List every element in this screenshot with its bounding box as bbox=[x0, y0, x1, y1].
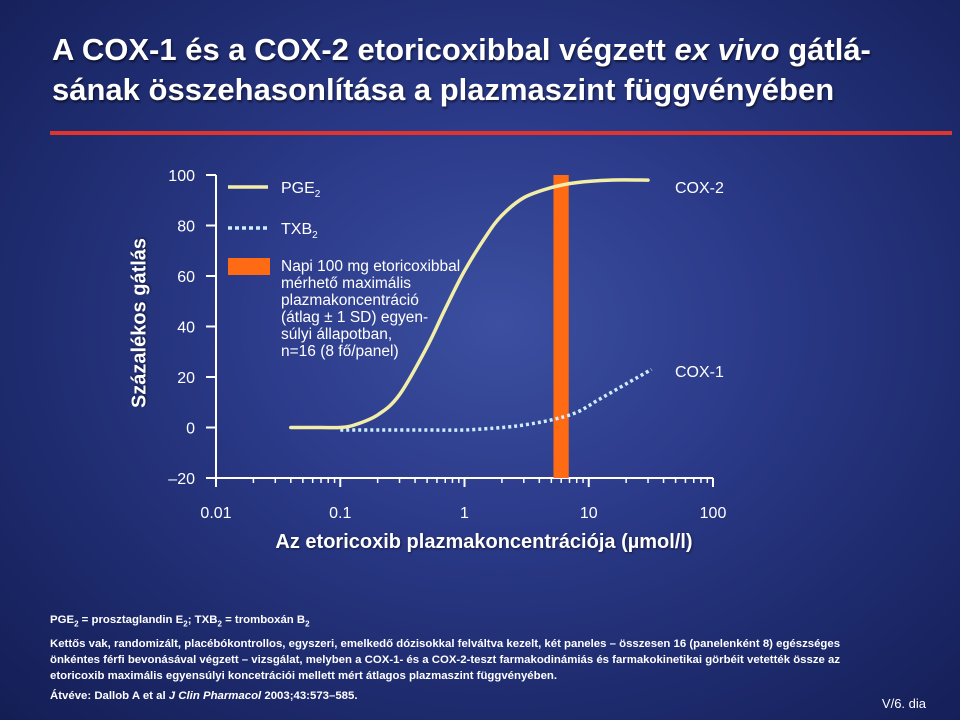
x-tick-label: 0.1 bbox=[329, 505, 351, 522]
slide-title: A COX-1 és a COX-2 etoricoxibbal végzett… bbox=[52, 30, 932, 110]
footnote-study-1: Kettős vak, randomizált, placébókontroll… bbox=[50, 638, 841, 651]
footnote-abbreviations: PGE2 = prosztaglandin E2; TXB2 = trombox… bbox=[50, 614, 310, 629]
footnote-study-2: önkéntes férfi bevonásával végzett – viz… bbox=[50, 654, 841, 667]
slide-number: V/6. dia bbox=[881, 696, 926, 711]
series-cox1-line bbox=[340, 367, 653, 432]
y-tick-label: 60 bbox=[177, 269, 195, 286]
x-axis-title: Az etoricoxib plazmakoncentrációja (µmol… bbox=[275, 531, 693, 553]
series-cox2-line bbox=[289, 178, 650, 430]
title-divider bbox=[50, 131, 952, 135]
y-tick-label: 80 bbox=[177, 219, 195, 236]
footnote-source: Átvéve: Dallob A et al J Clin Pharmacol … bbox=[50, 690, 358, 703]
title-line-2: sának összehasonlítása a plazmaszint füg… bbox=[52, 72, 835, 107]
cox2-curve-label: COX-2 bbox=[675, 180, 724, 197]
footnotes: PGE2 = prosztaglandin E2; TXB2 = trombox… bbox=[50, 612, 940, 704]
legend-pge2-label: PGE2 bbox=[281, 180, 321, 201]
y-tick-label: 100 bbox=[168, 168, 195, 185]
x-tick-label: 100 bbox=[700, 505, 727, 522]
y-tick-label: 20 bbox=[177, 370, 195, 387]
x-tick-label: 0.01 bbox=[200, 505, 231, 522]
title-line-1: A COX-1 és a COX-2 etoricoxibbal végzett… bbox=[52, 32, 871, 67]
legend-txb2-label: TXB2 bbox=[281, 221, 318, 242]
footnote-study-3: etoricoxib maximális egyensúlyi koncetrá… bbox=[50, 670, 558, 683]
cox1-curve-label: COX-1 bbox=[675, 364, 724, 381]
y-tick-label: 40 bbox=[177, 320, 195, 337]
y-tick-label: 0 bbox=[186, 421, 195, 438]
plasma-concentration-band bbox=[553, 175, 569, 478]
y-tick-label: –20 bbox=[168, 471, 195, 488]
x-tick-label: 10 bbox=[580, 505, 598, 522]
legend-band-description: Napi 100 mg etoricoxibbal mérhető maximá… bbox=[281, 258, 461, 360]
legend-band-swatch bbox=[228, 258, 270, 275]
x-tick-label: 1 bbox=[460, 505, 469, 522]
